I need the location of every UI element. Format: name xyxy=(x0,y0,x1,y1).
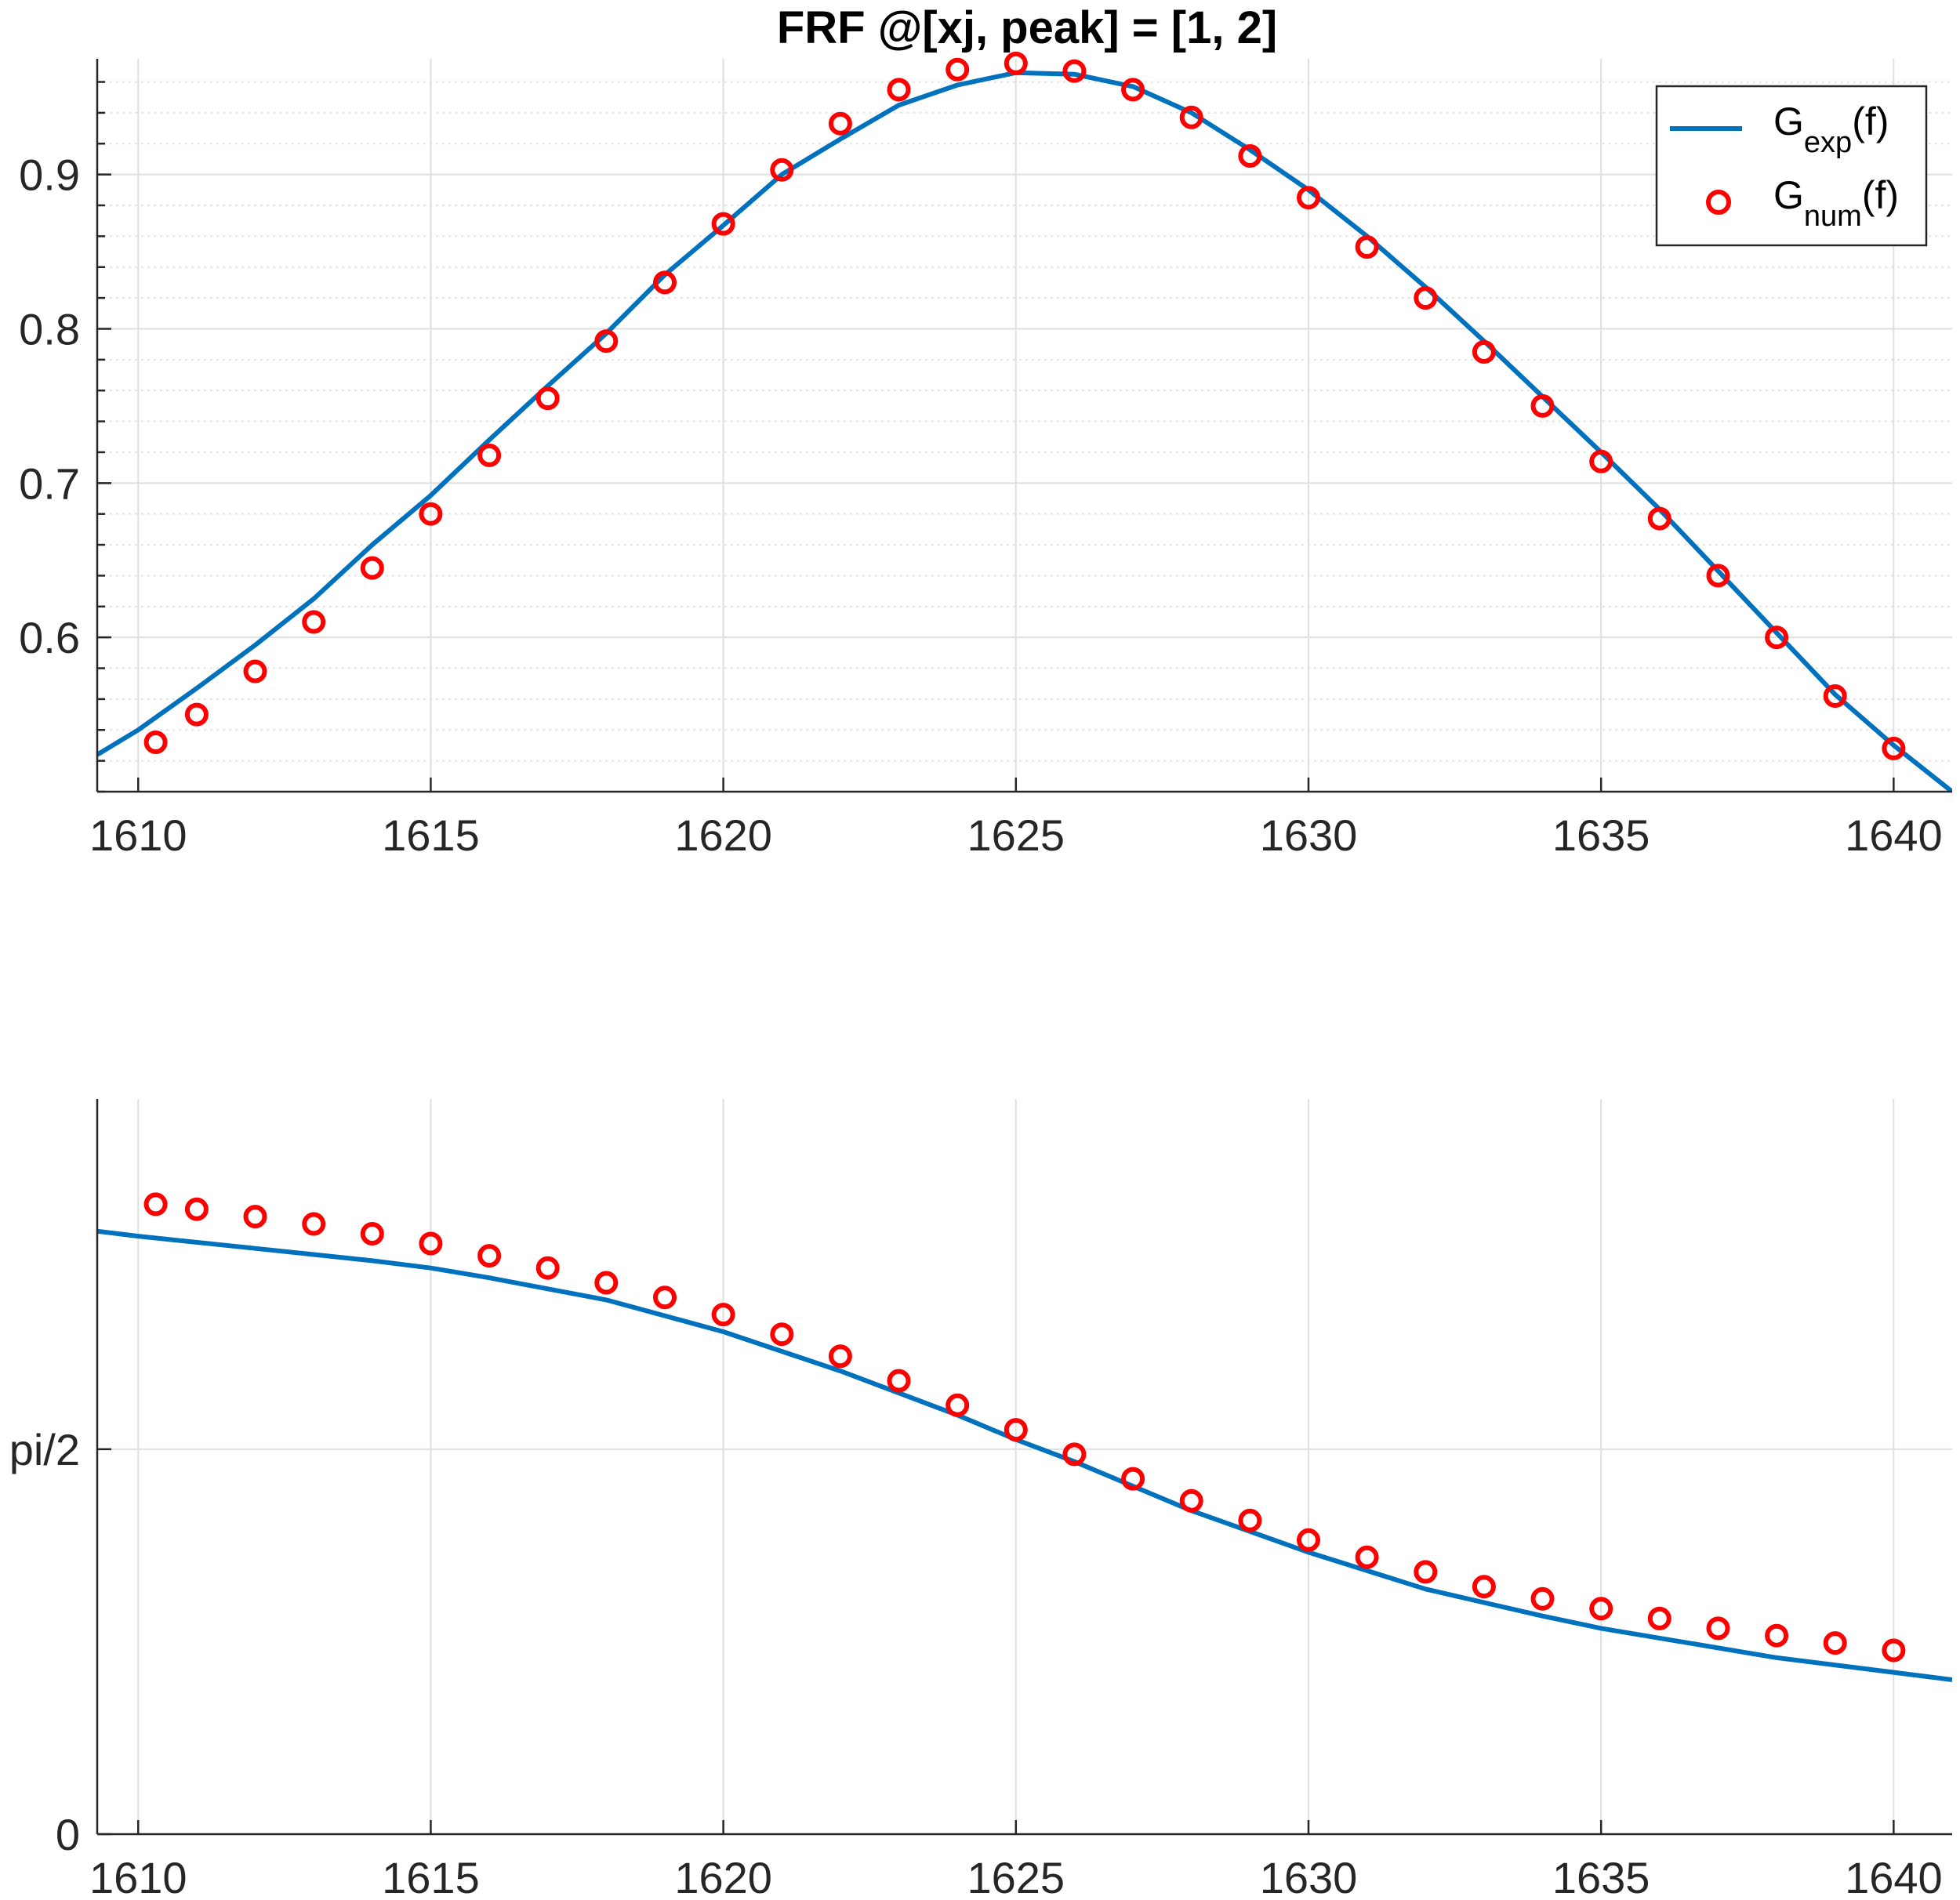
tick-label-x: 1640 xyxy=(1845,1853,1943,1900)
series-exp-line xyxy=(97,1228,1952,1682)
series-num-point xyxy=(594,329,619,354)
magnitude-panel: 1610 1615 1620 1625 1630 1635 1640 0.6 0.7 0.8 0.9 xyxy=(19,51,1952,860)
legend-num-base: G xyxy=(1773,173,1804,217)
series-num-point xyxy=(887,1369,911,1393)
series-num-point xyxy=(1121,78,1145,102)
series-num-point xyxy=(1589,449,1613,473)
legend-box xyxy=(1655,85,1928,247)
series-num-point xyxy=(1530,1586,1555,1611)
tick-label-x: 1620 xyxy=(674,810,772,860)
series-num-point xyxy=(1765,625,1789,650)
tick-label-y: 0.8 xyxy=(19,304,80,354)
tick-label-y: 0.7 xyxy=(19,459,80,508)
series-num-point xyxy=(1062,59,1087,83)
series-num-point xyxy=(535,386,560,411)
series-num-point xyxy=(1414,1560,1438,1584)
legend-exp-suffix: (f) xyxy=(1852,100,1889,143)
series-num-point xyxy=(653,1285,677,1310)
series-num-point xyxy=(770,1322,794,1347)
series-num-point xyxy=(477,443,502,467)
legend-exp-base: G xyxy=(1773,100,1804,143)
series-num-point xyxy=(1472,340,1496,364)
series-num-point xyxy=(1121,1467,1145,1491)
series-num-point xyxy=(419,502,443,526)
figure-title: FRF @[xj, peak] = [1, 2] xyxy=(777,2,1277,53)
series-num-point xyxy=(1706,1616,1730,1641)
series-num-point xyxy=(1297,186,1320,210)
legend-num-label: Gnum(f) xyxy=(1773,173,1899,233)
tick-label-x: 1615 xyxy=(382,1853,480,1900)
legend-num-suffix: (f) xyxy=(1862,173,1899,217)
tick-label-x: 1615 xyxy=(382,810,480,860)
series-num-point xyxy=(243,1205,267,1229)
tick-label-x: 1610 xyxy=(89,1853,187,1900)
series-num-point xyxy=(887,78,911,102)
series-num-point xyxy=(1297,1528,1320,1552)
tick-label-x: 1635 xyxy=(1552,1853,1650,1900)
series-num-point xyxy=(770,158,794,182)
series-num-point xyxy=(1004,1418,1028,1442)
series-num-point xyxy=(946,57,970,82)
series-num-point xyxy=(360,556,384,580)
series-num-point xyxy=(1530,393,1555,418)
series-num-point xyxy=(1706,564,1730,588)
legend: Gexp(f) Gnum(f) xyxy=(1655,85,1928,247)
series-num-point xyxy=(1882,736,1906,760)
tick-label-x: 1625 xyxy=(967,810,1065,860)
series-num-point xyxy=(1765,1623,1789,1648)
series-num-point xyxy=(1647,1606,1671,1630)
series-num-point xyxy=(360,1222,384,1246)
tick-label-x: 1625 xyxy=(967,1853,1065,1900)
series-num-point xyxy=(1882,1638,1906,1662)
legend-num-marker-swatch xyxy=(1706,190,1731,215)
series-num-point xyxy=(1004,51,1028,75)
series-num-point xyxy=(1823,1631,1847,1655)
legend-exp-label: Gexp(f) xyxy=(1773,100,1889,159)
series-num-point xyxy=(1472,1575,1496,1599)
series-num-point xyxy=(184,1197,209,1221)
series-num-point xyxy=(711,212,735,236)
series-num-point xyxy=(653,270,677,295)
tick-label-x: 1620 xyxy=(674,1853,772,1900)
phase-panel: 1610 1615 1620 1625 1630 1635 1640 0 pi/2 xyxy=(9,1099,1952,1900)
series-num-point xyxy=(711,1303,735,1327)
series-num-point xyxy=(828,111,852,136)
tick-label-y: 0.9 xyxy=(19,150,80,200)
series-num-point xyxy=(535,1256,560,1280)
series-num-point xyxy=(1062,1442,1087,1467)
series-num-point xyxy=(1414,286,1438,310)
series-num-point xyxy=(1355,235,1379,259)
series-num-point xyxy=(1179,105,1203,129)
tick-label-x: 1640 xyxy=(1845,810,1943,860)
tick-label-x: 1610 xyxy=(89,810,187,860)
series-num-point xyxy=(184,702,209,727)
series-num-point xyxy=(143,731,168,754)
series-num-point xyxy=(946,1393,970,1417)
series-num-point xyxy=(1589,1597,1613,1621)
tick-label-y: pi/2 xyxy=(9,1425,80,1474)
series-num-point xyxy=(828,1344,852,1369)
series-num-point xyxy=(1823,684,1847,708)
series-num-point xyxy=(594,1271,619,1295)
series-num-point xyxy=(477,1244,502,1268)
series-num-point xyxy=(1238,1508,1262,1532)
tick-label-y: 0 xyxy=(56,1810,80,1859)
legend-num-subscript: num xyxy=(1804,200,1862,233)
tick-label-x: 1630 xyxy=(1260,1853,1358,1900)
series-num-point xyxy=(1238,144,1262,168)
series-num-point xyxy=(1647,506,1671,531)
series-num-point xyxy=(1355,1545,1379,1569)
tick-label-y: 0.6 xyxy=(19,613,80,662)
series-num-point xyxy=(143,1192,168,1217)
legend-exp-subscript: exp xyxy=(1804,126,1852,159)
series-num-point xyxy=(419,1231,443,1256)
series-num-point xyxy=(1179,1488,1203,1513)
tick-label-x: 1635 xyxy=(1552,810,1650,860)
series-num-point xyxy=(243,659,267,683)
tick-label-x: 1630 xyxy=(1260,810,1358,860)
series-num-point xyxy=(302,1212,326,1236)
series-num-point xyxy=(302,610,326,634)
